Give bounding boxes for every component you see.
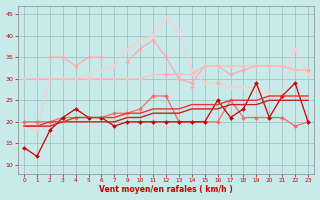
X-axis label: Vent moyen/en rafales ( km/h ): Vent moyen/en rafales ( km/h ): [99, 185, 233, 194]
